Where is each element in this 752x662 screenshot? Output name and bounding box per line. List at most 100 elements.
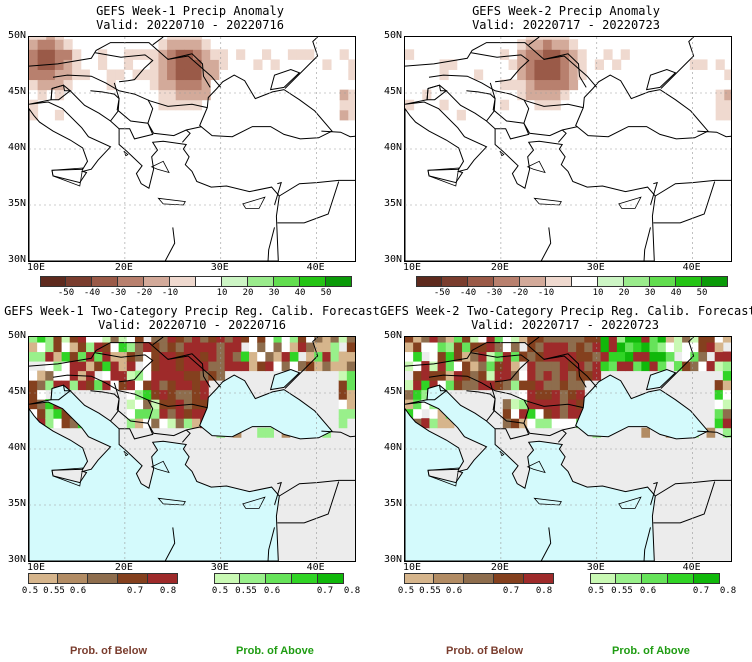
colorbar-label: 0.5 <box>21 586 39 596</box>
colorbar-label: -30 <box>109 288 127 298</box>
panel-week2-prob: GEFS Week-2 Two-Category Precip Reg. Cal… <box>376 300 752 662</box>
colorbar-label: -40 <box>83 288 101 298</box>
colorbar-label: 20 <box>618 288 630 298</box>
lat-label: 45N <box>383 86 402 97</box>
colorbar-swatch <box>196 276 222 287</box>
colorbar-label: 10 <box>592 288 604 298</box>
lat-label: 50N <box>7 30 26 41</box>
colorbar-label: 0.6 <box>639 586 657 596</box>
colorbar-label: 0.6 <box>445 586 463 596</box>
colorbar-swatch <box>416 276 442 287</box>
lon-label: 30E <box>210 562 229 573</box>
colorbar-label: 50 <box>696 288 708 298</box>
panel-valid: Valid: 20220717 - 20220723 <box>471 318 659 332</box>
colorbar-swatch <box>642 573 668 584</box>
colorbar-swatch <box>170 276 196 287</box>
colorbar-label: 30 <box>268 288 280 298</box>
colorbar-label: 0.8 <box>343 586 361 596</box>
anomaly-colorbar <box>416 276 728 287</box>
colorbar-swatch <box>520 276 546 287</box>
colorbar-swatch <box>240 573 266 584</box>
panel-valid: Valid: 20220717 - 20220723 <box>472 18 660 32</box>
lat-label: 40N <box>7 442 26 453</box>
colorbar-label: 50 <box>320 288 332 298</box>
colorbar-label: 0.55 <box>43 586 65 596</box>
colorbar-swatch <box>118 276 144 287</box>
colorbar-swatch <box>326 276 352 287</box>
colorbar-label: 0.55 <box>611 586 633 596</box>
colorbar-swatch <box>92 276 118 287</box>
lat-label: 35N <box>7 498 26 509</box>
colorbar-label: 0.55 <box>419 586 441 596</box>
colorbar-label: -30 <box>485 288 503 298</box>
colorbar-swatch <box>572 276 598 287</box>
lat-label: 35N <box>7 198 26 209</box>
lon-label: 30E <box>586 562 605 573</box>
colorbar-label: -10 <box>537 288 555 298</box>
panel-week2-anomaly: GEFS Week-2 Precip Anomaly Valid: 202207… <box>376 0 752 300</box>
legend-below-label: Prob. of Below <box>70 645 147 657</box>
colorbar-above <box>590 573 720 584</box>
panel-title: GEFS Week-1 Two-Category Precip Reg. Cal… <box>4 304 380 318</box>
lon-label: 20E <box>114 562 133 573</box>
lon-label: 40E <box>682 262 701 273</box>
colorbar-label: 0.5 <box>211 586 229 596</box>
anomaly-map-week1 <box>28 36 356 262</box>
lat-label: 40N <box>383 142 402 153</box>
colorbar-label: 0.55 <box>235 586 257 596</box>
colorbar-label: 0.7 <box>692 586 710 596</box>
anomaly-colorbar <box>40 276 352 287</box>
colorbar-swatch <box>404 573 434 584</box>
colorbar-swatch <box>464 573 494 584</box>
lat-label: 40N <box>383 442 402 453</box>
colorbar-below <box>28 573 178 584</box>
lon-label: 30E <box>210 262 229 273</box>
lat-label: 45N <box>7 386 26 397</box>
colorbar-swatch <box>214 573 240 584</box>
lon-label: 40E <box>306 562 325 573</box>
lat-label: 45N <box>7 86 26 97</box>
colorbar-label: 0.7 <box>126 586 144 596</box>
lon-label: 10E <box>26 262 46 273</box>
colorbar-label: 30 <box>644 288 656 298</box>
lat-label: 40N <box>7 142 26 153</box>
colorbar-swatch <box>668 573 694 584</box>
colorbar-label: -20 <box>511 288 529 298</box>
colorbar-swatch <box>318 573 344 584</box>
panel-title: GEFS Week-1 Precip Anomaly <box>96 4 284 18</box>
lon-label: 40E <box>682 562 701 573</box>
colorbar-swatch <box>524 573 554 584</box>
colorbar-label: 0.6 <box>69 586 87 596</box>
colorbar-label: 0.5 <box>587 586 605 596</box>
colorbar-label: -20 <box>135 288 153 298</box>
lat-label: 30N <box>7 554 26 565</box>
colorbar-swatch <box>300 276 326 287</box>
colorbar-swatch <box>58 573 88 584</box>
colorbar-swatch <box>590 573 616 584</box>
colorbar-above <box>214 573 344 584</box>
colorbar-swatch <box>546 276 572 287</box>
colorbar-label: -40 <box>459 288 477 298</box>
panel-title: GEFS Week-2 Precip Anomaly <box>472 4 660 18</box>
colorbar-swatch <box>616 573 642 584</box>
colorbar-swatch <box>442 276 468 287</box>
colorbar-below <box>404 573 554 584</box>
colorbar-label: -50 <box>433 288 451 298</box>
lon-label: 10E <box>402 562 422 573</box>
lat-label: 35N <box>383 498 402 509</box>
colorbar-label: 0.8 <box>719 586 737 596</box>
colorbar-swatch <box>274 276 300 287</box>
colorbar-swatch <box>248 276 274 287</box>
prob-map-week1 <box>28 336 356 562</box>
colorbar-label: 0.7 <box>502 586 520 596</box>
colorbar-swatch <box>494 276 520 287</box>
panel-valid: Valid: 20220710 - 20220716 <box>98 318 286 332</box>
colorbar-label: 0.7 <box>316 586 334 596</box>
lat-label: 30N <box>383 254 402 265</box>
colorbar-swatch <box>650 276 676 287</box>
colorbar-label: 10 <box>216 288 228 298</box>
lon-label: 20E <box>490 562 509 573</box>
lon-label: 40E <box>306 262 325 273</box>
colorbar-label: -50 <box>57 288 75 298</box>
colorbar-swatch <box>40 276 66 287</box>
